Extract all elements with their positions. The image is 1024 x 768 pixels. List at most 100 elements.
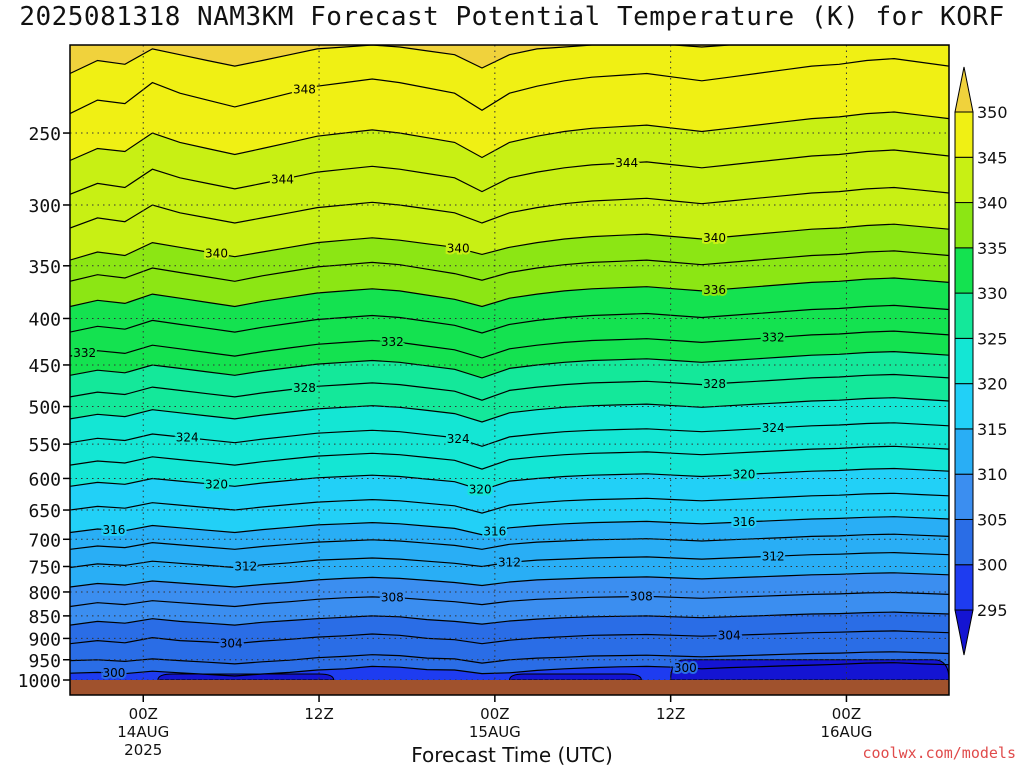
isentrope-302: [70, 651, 949, 665]
contour-label-3: 340: [205, 247, 228, 261]
colorbar-box-315: [954, 383, 974, 430]
contour-label-20: 316: [732, 515, 755, 529]
x-tick-label-48-0: 00Z: [832, 705, 861, 723]
x-tick-label-0-0: 00Z: [129, 705, 158, 723]
colorbar-label-315: 315: [977, 420, 1008, 439]
isentrope-300: [70, 662, 949, 677]
isentrope-320: [70, 467, 949, 491]
isentrope-324: [70, 422, 949, 447]
contour-label-29: 300: [674, 661, 697, 675]
x-tick-label-12-0: 12Z: [304, 705, 333, 723]
colorbar-label-305: 305: [977, 510, 1008, 529]
ground-strip: [70, 680, 949, 695]
contour-label-8: 332: [381, 335, 404, 349]
isentrope-342: [70, 186, 949, 229]
colorbar-label-310: 310: [977, 465, 1008, 484]
contour-labels: 348 344 344 340 340 340 336 332 332 332 328 328 324 3…: [71, 80, 786, 682]
isentrope-334: [70, 304, 949, 334]
contour-label-14: 324: [762, 421, 785, 435]
plot-frame: [69, 44, 950, 696]
contour-label-18: 316: [102, 523, 125, 537]
isentrope-312: [70, 551, 949, 569]
isentrope-340: [70, 223, 949, 261]
contour-label-2: 344: [615, 156, 638, 170]
colorbar-label-340: 340: [977, 194, 1008, 213]
colorbar-label-300: 300: [977, 556, 1008, 575]
isentrope-332: [70, 330, 949, 359]
contour-label-10: 328: [293, 381, 316, 395]
y-tick-label-350: 350: [28, 257, 61, 278]
colorbar: 295 300 305 310 315 320 325 330 335 340 345 350: [954, 66, 1008, 656]
contour-label-27: 304: [718, 628, 741, 642]
isentrope-contours: [70, 45, 949, 677]
x-tick-label-24-0: 00Z: [480, 705, 509, 723]
x-tick-label-36-0: 12Z: [656, 705, 685, 723]
colorbar-box-320: [954, 337, 974, 385]
isentrope-344: [70, 149, 949, 195]
isentrope-350: [70, 45, 949, 75]
isentrope-330: [70, 350, 949, 379]
contour-label-16: 320: [469, 483, 492, 497]
band-350: [70, 45, 949, 74]
isentrope-304: [70, 630, 949, 645]
colorbar-box-330: [954, 247, 974, 294]
y-tick-label-850: 850: [28, 607, 61, 628]
colorbar-box-295: [954, 564, 974, 611]
y-tick-label-800: 800: [28, 583, 61, 604]
contour-label-22: 312: [498, 555, 521, 569]
contour-label-23: 312: [762, 549, 785, 563]
isentrope-326: [70, 397, 949, 423]
contour-label-4: 340: [447, 241, 470, 255]
credit-text: coolwx.com/models: [862, 744, 1016, 762]
ground-band: [70, 680, 949, 695]
colorbar-bottom-arrow: [954, 609, 974, 656]
contour-label-12: 324: [176, 431, 199, 445]
y-tick-label-300: 300: [28, 196, 61, 217]
y-tick-label-250: 250: [28, 124, 61, 145]
y-axis: 2503003504004505005506006507007508008509…: [18, 124, 70, 692]
y-tick-label-450: 450: [28, 356, 61, 377]
contour-label-17: 320: [732, 467, 755, 481]
y-tick-label-600: 600: [28, 469, 61, 490]
contour-label-1: 344: [271, 172, 294, 186]
isentrope-348: [70, 57, 949, 115]
y-tick-label-950: 950: [28, 651, 61, 672]
isentrope-314: [70, 533, 949, 550]
grid-lines: [70, 45, 949, 695]
colorbar-top-arrow: [954, 66, 974, 113]
isentrope-336: [70, 277, 949, 308]
contour-label-26: 304: [220, 636, 243, 650]
contour-label-25: 308: [630, 589, 653, 603]
x-tick-label-24-1: 15AUG: [469, 723, 521, 741]
contour-label-9: 332: [762, 331, 785, 345]
cold-pocket-0: [157, 673, 335, 681]
y-tick-label-400: 400: [28, 309, 61, 330]
isentrope-316: [70, 516, 949, 536]
colorbar-label-320: 320: [977, 375, 1008, 394]
colorbar-box-340: [954, 156, 974, 204]
colorbar-label-325: 325: [977, 329, 1008, 348]
colorbar-box-305: [954, 473, 974, 520]
contour-label-21: 312: [234, 559, 257, 573]
isentrope-306: [70, 611, 949, 626]
colorbar-label-335: 335: [977, 239, 1008, 258]
x-axis-title: Forecast Time (UTC): [411, 743, 613, 767]
colorbar-box-300: [954, 518, 974, 566]
contour-label-28: 300: [102, 666, 125, 680]
x-tick-label-0-2: 2025: [124, 741, 162, 759]
contour-label-6: 336: [703, 283, 726, 297]
colorbar-box-345: [954, 111, 974, 158]
colorbar-box-310: [954, 428, 974, 475]
isentrope-310: [70, 572, 949, 588]
y-tick-label-700: 700: [28, 530, 61, 551]
colorbar-label-345: 345: [977, 148, 1008, 167]
isentrope-318: [70, 492, 949, 514]
band-348: [70, 45, 949, 114]
y-tick-label-900: 900: [28, 629, 61, 650]
colorbar-box-325: [954, 292, 974, 339]
y-tick-label-750: 750: [28, 557, 61, 578]
contour-label-5: 340: [703, 231, 726, 245]
cold-pocket-1: [508, 673, 642, 681]
